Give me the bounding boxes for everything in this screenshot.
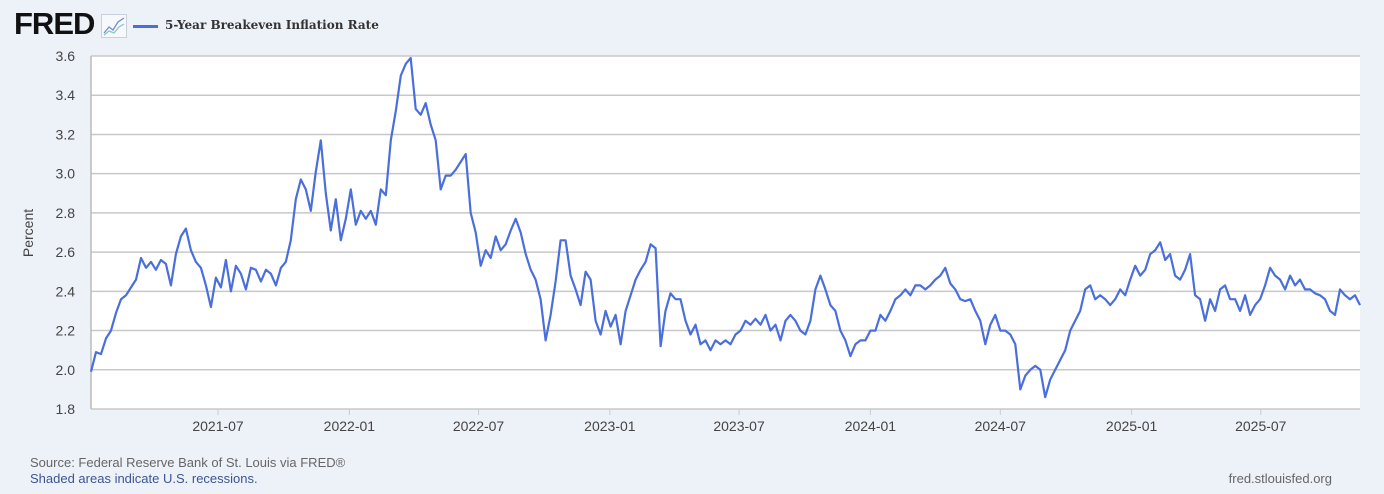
x-tick-label: 2022-07 [453,418,505,434]
x-tick-label: 2025-07 [1235,418,1287,434]
x-tick-label: 2021-07 [192,418,244,434]
x-tick-label: 2023-01 [584,418,636,434]
x-tick-label: 2023-07 [713,418,765,434]
chart: 1.8 2.0 2.2 2.4 2.6 2.8 3.0 3.2 3.4 3.6 2021-07 20… [20,48,1361,434]
legend-label: 5-Year Breakeven Inflation Rate [165,18,379,32]
legend-swatch [133,25,158,28]
series-line [89,56,1361,399]
y-tick-label: 3.2 [56,126,76,142]
y-axis-label: Percent [20,209,36,257]
y-tick-label: 2.4 [56,283,76,299]
x-tick-label: 2024-01 [845,418,897,434]
recessions-note: Shaded areas indicate U.S. recessions. [30,471,258,486]
y-tick-label: 3.4 [56,87,76,103]
source-note: Source: Federal Reserve Bank of St. Loui… [30,455,346,470]
y-tick-label: 1.8 [56,401,76,417]
y-tick-label: 2.0 [56,362,76,378]
y-tick-label: 2.6 [56,244,76,260]
y-tick-label: 2.8 [56,205,76,221]
x-tick-label: 2025-01 [1106,418,1158,434]
fred-url-link[interactable]: fred.stlouisfed.org [1228,471,1332,486]
x-tick-label: 2024-07 [975,418,1027,434]
y-tick-label: 3.0 [56,166,76,182]
y-tick-label: 3.6 [56,48,76,64]
fred-logo[interactable]: FRED [14,6,95,41]
x-tick-label: 2022-01 [324,418,376,434]
plot-area [91,56,1360,409]
y-tick-label: 2.2 [56,323,76,339]
line-chart-icon[interactable] [101,14,127,38]
